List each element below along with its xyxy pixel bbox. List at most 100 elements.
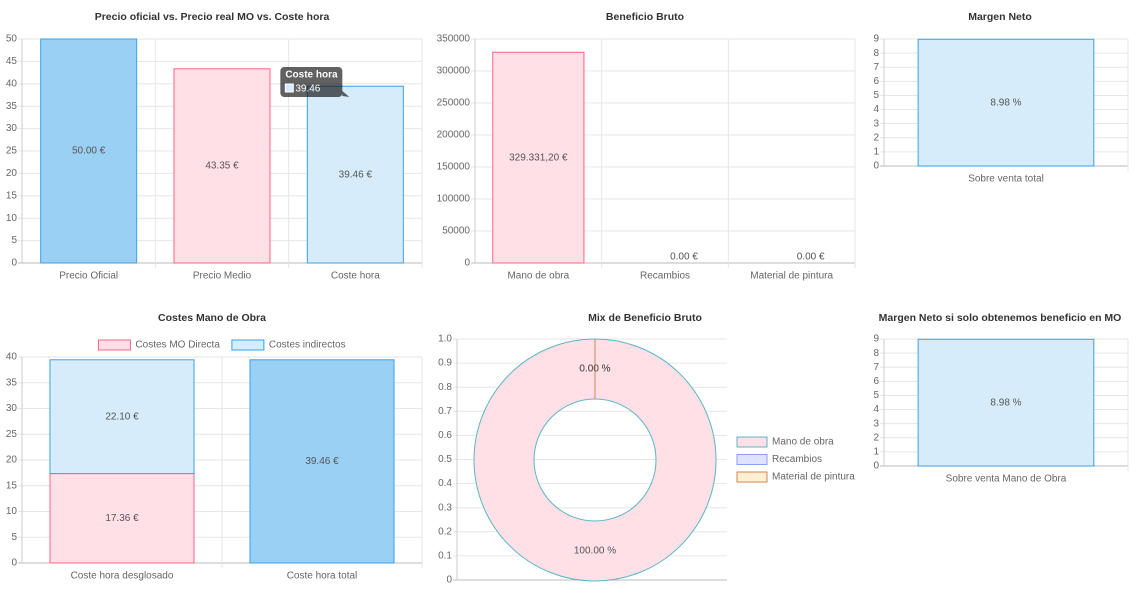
value-label: 0.00 € — [797, 252, 825, 263]
value-label: 329.331,20 € — [509, 152, 568, 163]
y-tick-label: 40 — [6, 352, 18, 363]
value-label: 17.36 € — [105, 513, 139, 524]
y-tick-label: 5 — [873, 90, 879, 101]
y-tick-label: 0.1 — [438, 551, 452, 562]
y-tick-label: 150000 — [437, 162, 471, 173]
bar — [492, 51, 585, 264]
value-label: 39.46 € — [339, 169, 373, 180]
x-tick-label: Coste hora — [331, 271, 380, 282]
y-tick-label: 15 — [6, 480, 18, 491]
bar — [917, 338, 1095, 467]
legend-label: Material de pintura — [772, 472, 855, 483]
y-tick-label: 0.8 — [438, 382, 452, 393]
chart-title: Margen Neto si solo obtenemos beneficio … — [879, 312, 1122, 324]
y-tick-label: 1 — [873, 147, 879, 158]
y-tick-label: 5 — [11, 532, 17, 543]
y-tick-label: 0.3 — [438, 502, 452, 513]
value-label: 43.35 € — [205, 161, 239, 172]
y-tick-label: 25 — [6, 429, 18, 440]
y-tick-label: 8 — [873, 348, 879, 359]
y-tick-label: 0 — [464, 258, 470, 269]
y-tick-label: 40 — [6, 78, 18, 89]
y-tick-label: 5 — [873, 390, 879, 401]
x-tick-label: Sobre venta total — [968, 174, 1044, 185]
bar — [40, 38, 138, 264]
chart-title: Mix de Beneficio Bruto — [588, 312, 702, 324]
x-tick-label: Mano de obra — [507, 271, 569, 282]
legend-swatch — [231, 339, 265, 351]
x-tick-label: Recambios — [640, 271, 690, 282]
bar — [917, 38, 1095, 167]
y-tick-label: 0.5 — [438, 454, 452, 465]
y-tick-label: 0 — [446, 575, 452, 586]
y-tick-label: 350000 — [437, 34, 471, 45]
y-tick-label: 8 — [873, 48, 879, 59]
y-tick-label: 0.4 — [438, 478, 452, 489]
y-tick-label: 7 — [873, 62, 879, 73]
y-tick-label: 10 — [6, 213, 18, 224]
slice — [473, 338, 717, 582]
chart-title: Margen Neto — [968, 11, 1032, 23]
y-tick-label: 0 — [11, 558, 17, 569]
y-tick-label: 6 — [873, 76, 879, 87]
y-tick-label: 2 — [873, 132, 879, 143]
y-tick-label: 1 — [873, 447, 879, 458]
y-tick-label: 3 — [873, 418, 879, 429]
tooltip-bg — [280, 67, 350, 97]
x-tick-label: Sobre venta Mano de Obra — [946, 474, 1067, 485]
y-tick-label: 0.9 — [438, 358, 452, 369]
legend-swatch — [736, 471, 768, 483]
y-tick-label: 15 — [6, 190, 18, 201]
y-tick-label: 20 — [6, 455, 18, 466]
y-tick-label: 100000 — [437, 194, 471, 205]
y-tick-label: 35 — [6, 101, 18, 112]
y-tick-label: 1.0 — [438, 334, 452, 345]
y-tick-label: 50 — [6, 34, 18, 45]
value-label: 50.00 € — [72, 146, 106, 157]
legend: Costes MO Directa Costes indirectos — [97, 339, 346, 351]
y-tick-label: 0 — [11, 258, 17, 269]
legend-label: Costes MO Directa — [135, 340, 220, 351]
y-tick-label: 35 — [6, 377, 18, 388]
value-label: 22.10 € — [105, 411, 139, 422]
y-tick-label: 0 — [873, 161, 879, 172]
y-tick-label: 0.7 — [438, 406, 452, 417]
value-label: 0.00 % — [579, 364, 610, 375]
y-tick-label: 0.2 — [438, 526, 452, 537]
bar — [49, 473, 195, 564]
legend-label: Recambios — [772, 454, 822, 465]
y-tick-label: 0 — [873, 461, 879, 472]
y-tick-label: 9 — [873, 334, 879, 345]
y-tick-label: 3 — [873, 118, 879, 129]
legend-swatch — [97, 339, 131, 351]
y-tick-label: 6 — [873, 376, 879, 387]
value-label: 0.00 € — [670, 252, 698, 263]
y-tick-label: 10 — [6, 506, 18, 517]
bar — [306, 85, 404, 264]
x-tick-label: Material de pintura — [750, 271, 833, 282]
y-tick-label: 45 — [6, 56, 18, 67]
y-tick-label: 25 — [6, 146, 18, 157]
tooltip-swatch — [284, 83, 294, 93]
y-tick-label: 5 — [11, 235, 17, 246]
tooltip-title: Coste hora — [285, 70, 338, 81]
y-tick-label: 200000 — [437, 130, 471, 141]
legend-swatch — [736, 436, 768, 448]
y-tick-label: 20 — [6, 168, 18, 179]
y-tick-label: 9 — [873, 34, 879, 45]
y-tick-label: 250000 — [437, 98, 471, 109]
x-tick-label: Coste hora total — [287, 571, 358, 582]
y-tick-label: 30 — [6, 403, 18, 414]
value-label: 8.98 % — [990, 397, 1021, 408]
chart-title: Precio oficial vs. Precio real MO vs. Co… — [95, 11, 330, 23]
x-tick-label: Precio Medio — [193, 271, 252, 282]
bar — [249, 359, 395, 564]
y-tick-label: 0.6 — [438, 430, 452, 441]
y-tick-label: 4 — [873, 104, 879, 115]
chart-title: Beneficio Bruto — [606, 11, 684, 23]
y-tick-label: 50000 — [442, 226, 470, 237]
y-tick-label: 30 — [6, 123, 18, 134]
bar — [173, 68, 271, 264]
y-tick-label: 2 — [873, 432, 879, 443]
